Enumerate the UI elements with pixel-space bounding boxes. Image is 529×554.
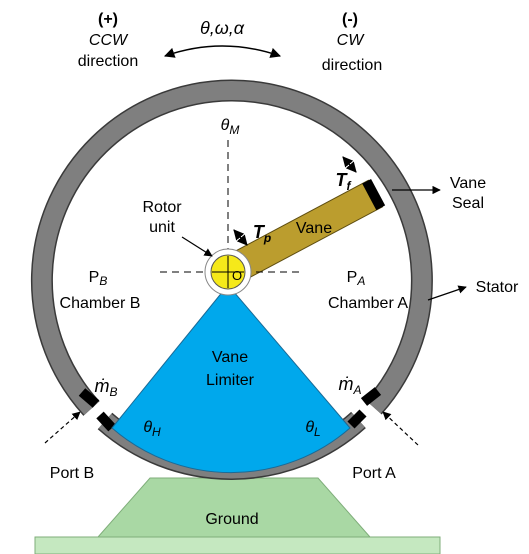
ccw-direction: direction: [78, 53, 138, 70]
mdot-a-base: ṁ: [338, 374, 353, 394]
port-b: Port B: [50, 465, 94, 482]
vane-limiter: [111, 284, 351, 474]
limiter-1: Vane: [212, 349, 248, 366]
cw-direction: direction: [322, 57, 382, 74]
t-p-base: T: [253, 222, 266, 242]
rotor-unit-1: Rotor: [142, 199, 182, 216]
mdot-b: ṁB: [94, 376, 117, 399]
rotor-arrow: [181, 236, 213, 257]
ground-label: Ground: [205, 511, 258, 528]
p-b-base: P: [89, 269, 100, 286]
p-b-sub: B: [99, 274, 107, 288]
vane-seal-2: Seal: [452, 195, 484, 212]
mdot-b-sub: B: [109, 385, 117, 399]
limiter-2: Limiter: [206, 372, 255, 389]
ground-base: [96, 477, 372, 538]
vane-seal: [362, 178, 386, 211]
theta-l-base: θ: [305, 419, 314, 436]
p-a-base: P: [347, 269, 358, 286]
ccw-sign: (+): [98, 11, 118, 28]
ccw-label: CCW: [89, 32, 129, 49]
cw-label: CW: [337, 32, 366, 49]
seal-b2: [96, 411, 116, 432]
theta-m: θM: [221, 117, 240, 137]
theta-h-sub: H: [152, 425, 161, 439]
cw-sign: (-): [342, 11, 358, 28]
p-b: PB: [89, 269, 108, 288]
t-f-base: T: [336, 170, 349, 190]
vane-label: Vane: [296, 220, 332, 237]
p-a-sub: A: [356, 274, 365, 288]
t-p: Tp: [253, 222, 271, 245]
mdot-a: ṁA: [338, 374, 361, 397]
port-a-arrow: [382, 411, 419, 446]
mdot-b-base: ṁ: [94, 376, 109, 396]
motion-label: θ,ω,α: [200, 18, 245, 38]
t-p-sub: p: [263, 231, 271, 245]
seal-b1: [78, 388, 100, 408]
theta-h: θH: [143, 419, 161, 439]
t-f-sub: f: [347, 179, 352, 193]
tf-arrow: [342, 156, 357, 173]
vane-seal-1: Vane: [450, 175, 486, 192]
port-b-arrow: [44, 411, 81, 444]
stator-label: Stator: [476, 279, 519, 296]
port-a: Port A: [352, 465, 396, 482]
rotation-arrow: [164, 45, 281, 58]
seal-a1: [360, 387, 382, 406]
theta-m-sub: M: [229, 123, 239, 137]
theta-l: θL: [305, 419, 320, 439]
tp-arrow: [233, 229, 248, 246]
theta-h-base: θ: [143, 419, 152, 436]
theta-l-sub: L: [314, 425, 321, 439]
ground-floor: [34, 536, 441, 554]
stator: [32, 81, 432, 415]
rotor-unit-2: unit: [149, 219, 175, 236]
theta-m-base: θ: [221, 117, 230, 134]
chamber-b: Chamber B: [60, 295, 141, 312]
chamber-a: Chamber A: [328, 295, 408, 312]
stator-arrow: [427, 285, 467, 301]
mdot-a-sub: A: [352, 383, 361, 397]
origin-label: O: [232, 268, 242, 283]
p-a: PA: [347, 269, 366, 288]
t-f: Tf: [336, 170, 352, 193]
seal-a2: [347, 409, 367, 429]
